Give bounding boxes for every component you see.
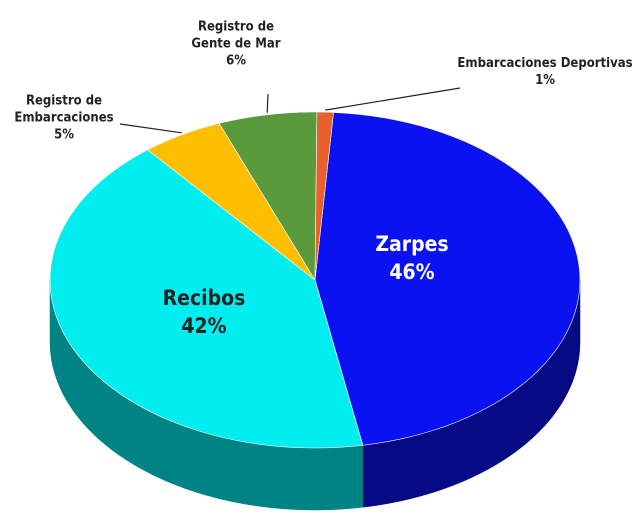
slice [314, 111, 334, 281]
category-name: Recibos [162, 286, 246, 310]
value-label: 6% [226, 53, 246, 69]
value-label: 1% [535, 73, 555, 88]
category-name: Registro de Gente de Mar [191, 19, 281, 52]
slice-label: Registro de Embarcaciones 5% [9, 93, 119, 144]
slice-label: Embarcaciones Deportivas 1% [450, 55, 637, 89]
slice-label: Registro de Gente de Mar 6% [181, 19, 291, 70]
value-label: 42% [181, 314, 227, 338]
slice-label: Recibos 42% [163, 284, 246, 340]
slice [146, 123, 316, 281]
category-name: Zarpes [375, 232, 449, 256]
category-name: Embarcaciones Deportivas [457, 56, 633, 71]
value-label: 46% [389, 260, 435, 284]
category-name: Registro de Embarcaciones [14, 93, 114, 126]
slice [314, 112, 581, 446]
leader-line [119, 123, 182, 134]
leader-line [266, 93, 269, 113]
slice [49, 149, 364, 449]
slice-label: Zarpes 46% [375, 230, 448, 286]
slice [218, 111, 318, 282]
leader-line [325, 87, 461, 111]
value-label: 5% [54, 127, 74, 143]
